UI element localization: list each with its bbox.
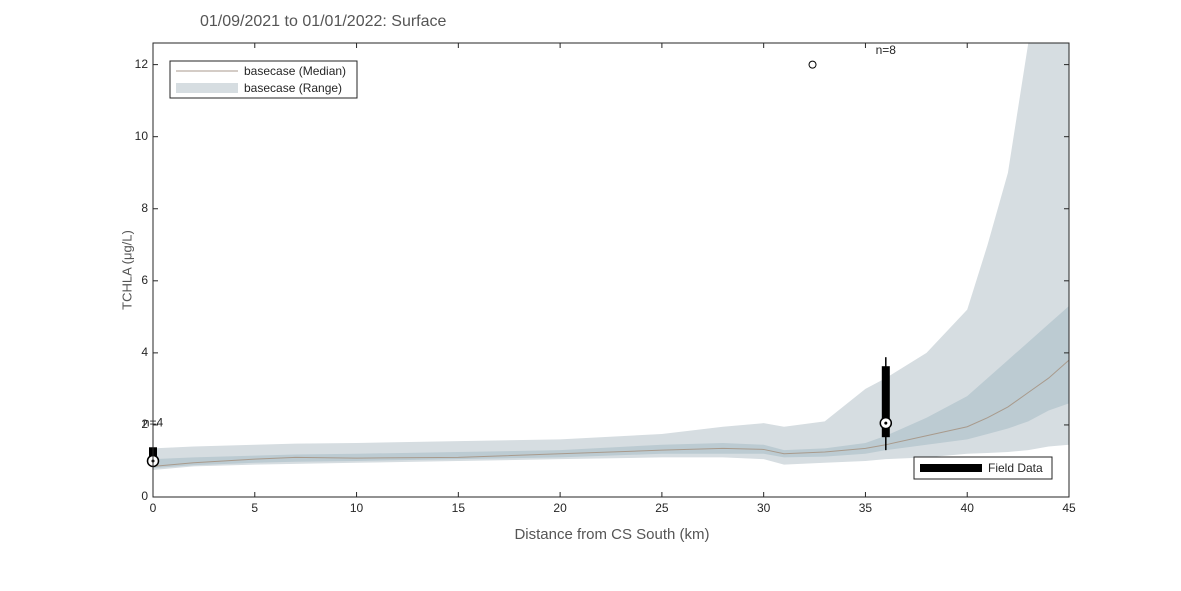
y-tick-label: 12	[135, 57, 149, 71]
range-band	[153, 43, 1069, 470]
x-tick-label: 40	[961, 501, 975, 515]
x-tick-label: 0	[150, 501, 157, 515]
median-line	[153, 359, 1069, 467]
axes-box	[152, 42, 1070, 498]
legend-swatch	[920, 464, 982, 472]
legend-box	[913, 456, 1053, 480]
y-tick-label: 8	[141, 201, 148, 215]
x-tick-label: 5	[251, 501, 258, 515]
y-axis-label: TCHLA (μg/L)	[119, 230, 134, 310]
outlier	[808, 60, 817, 69]
legend-label: Field Data	[988, 461, 1043, 475]
legend-swatch	[176, 83, 238, 93]
y-tick-label: 2	[141, 417, 148, 431]
n-label: n=8	[876, 43, 897, 57]
chart-title: 01/09/2021 to 01/01/2022: Surface	[200, 13, 447, 30]
x-tick-label: 30	[757, 501, 771, 515]
x-tick-label: 25	[655, 501, 669, 515]
legend-label: basecase (Range)	[244, 81, 342, 95]
y-tick-label: 6	[141, 273, 148, 287]
x-tick-label: 10	[350, 501, 364, 515]
x-axis-label: Distance from CS South (km)	[514, 526, 709, 543]
x-tick-label: 45	[1062, 501, 1076, 515]
y-tick-label: 0	[141, 489, 148, 503]
median-dot	[884, 421, 888, 425]
box	[881, 366, 890, 438]
x-tick-label: 35	[859, 501, 873, 515]
legend-label: basecase (Median)	[244, 64, 346, 78]
x-tick-label: 15	[452, 501, 466, 515]
x-tick-label: 20	[553, 501, 567, 515]
y-tick-label: 10	[135, 129, 149, 143]
y-tick-label: 4	[141, 345, 148, 359]
plot-area	[153, 43, 1069, 470]
